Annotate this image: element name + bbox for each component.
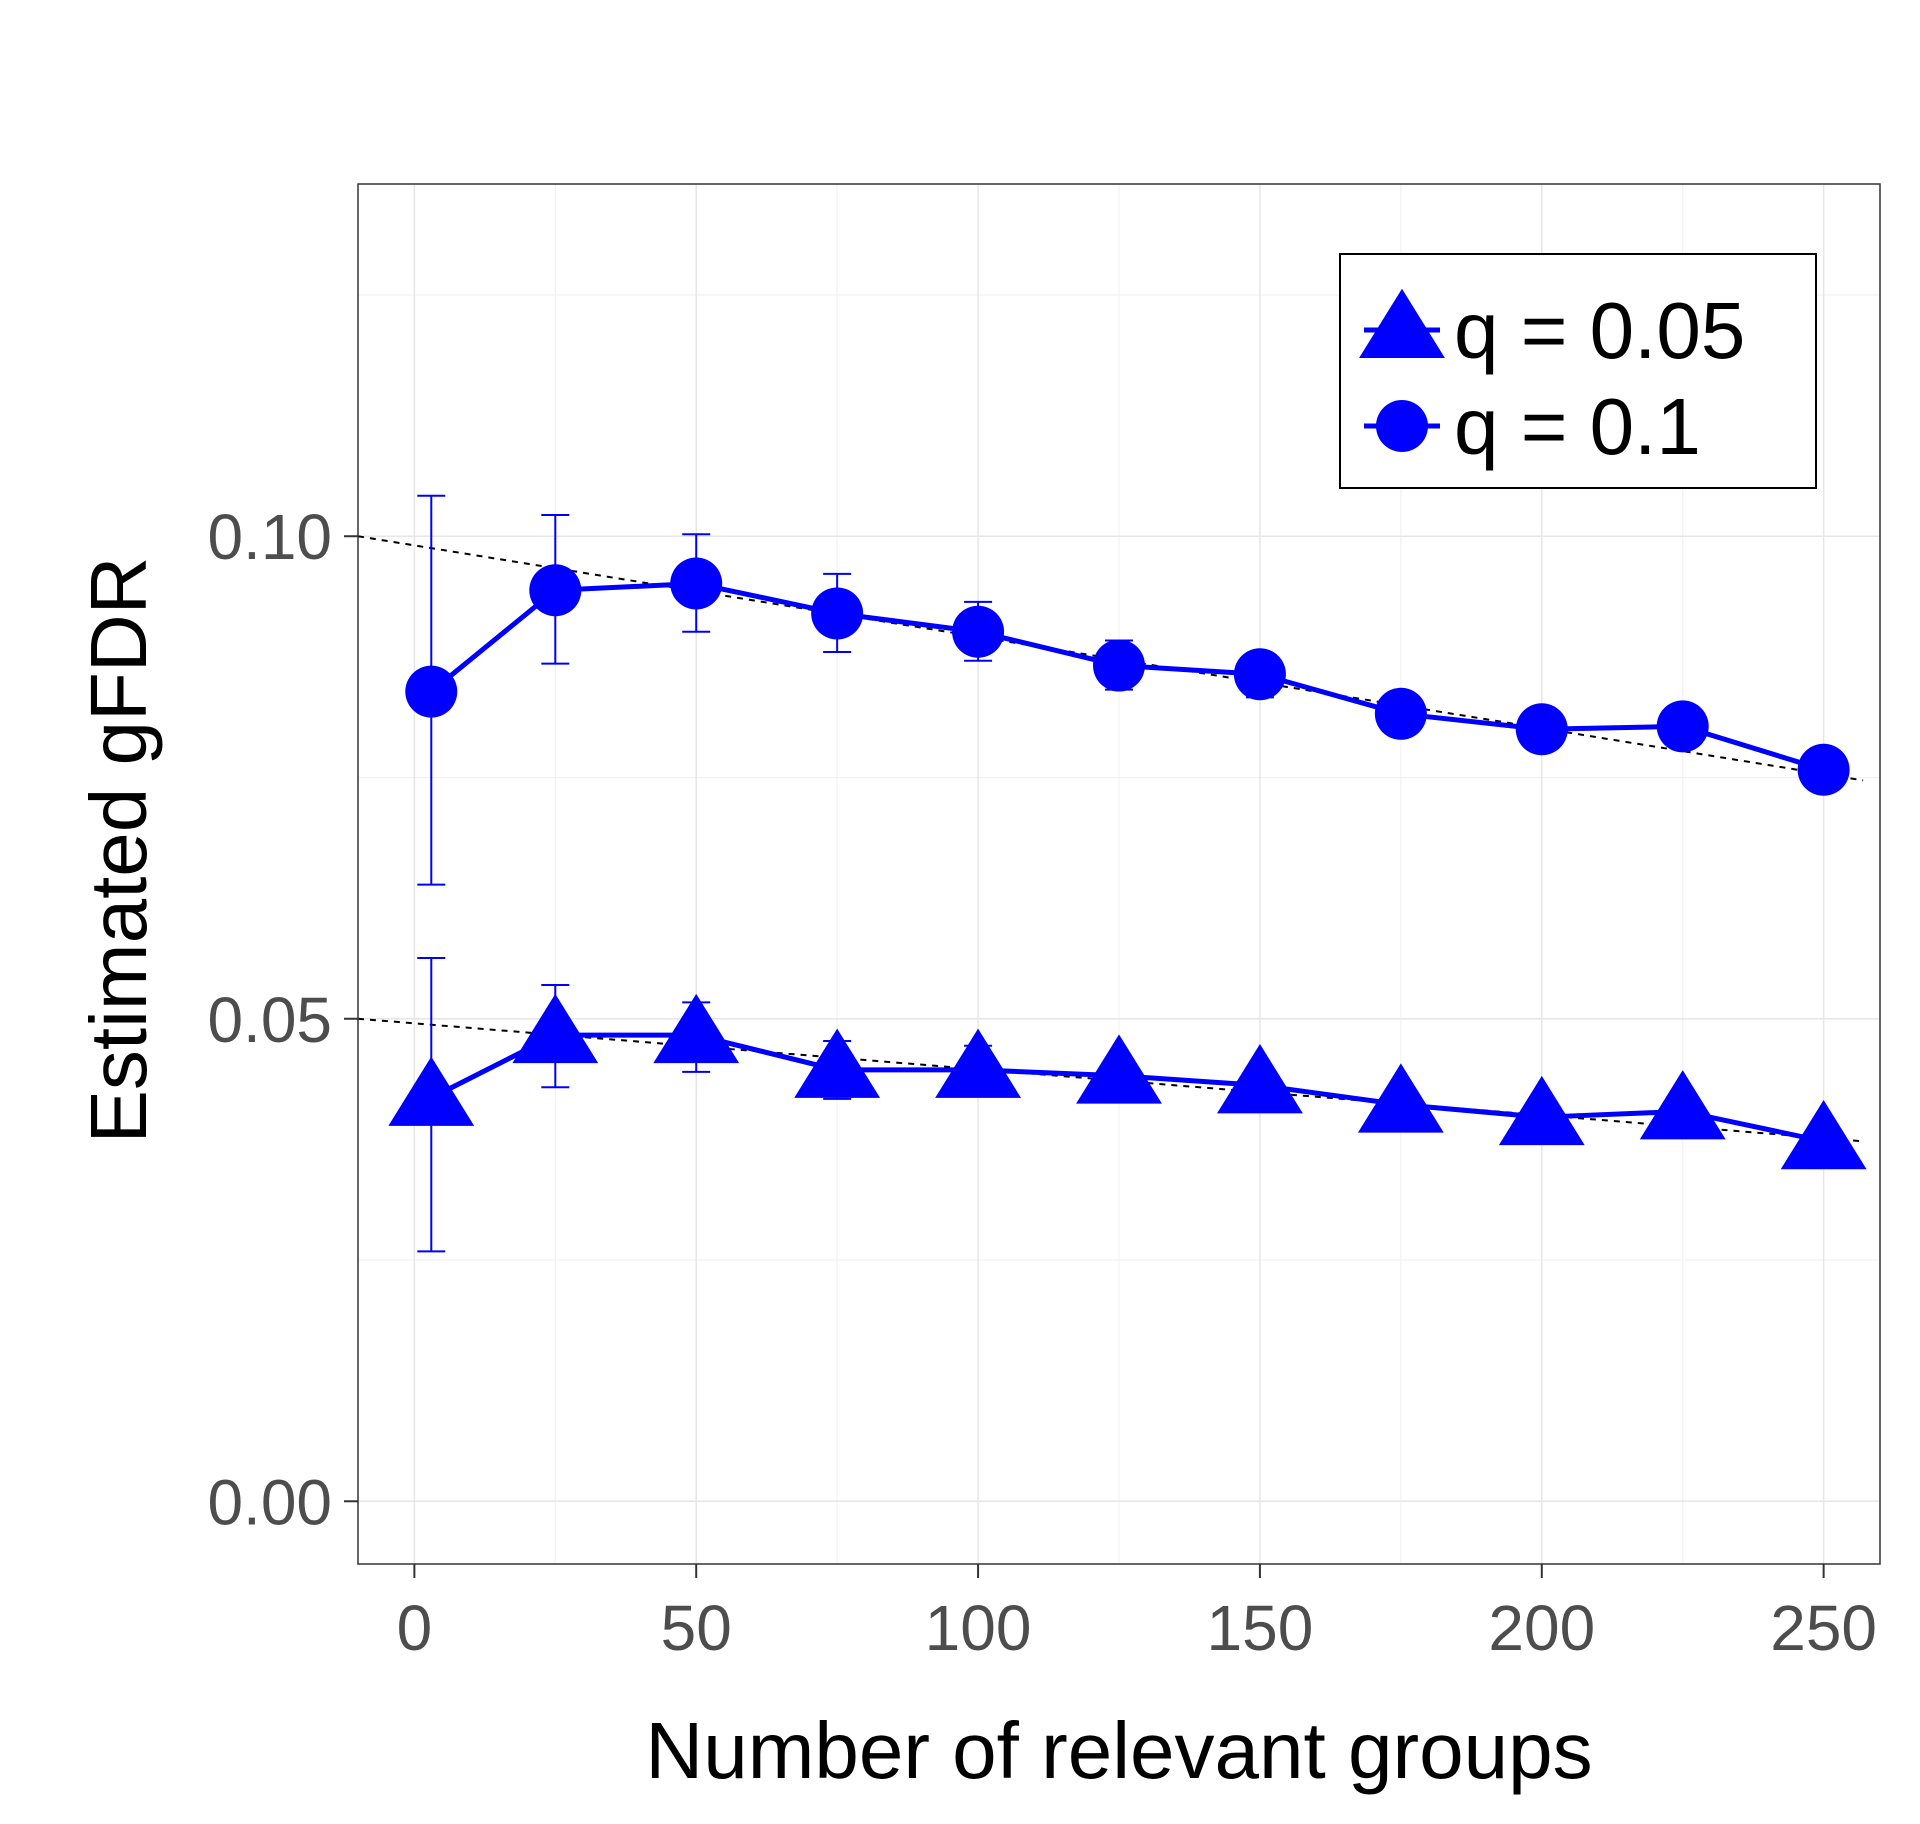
data-point	[1233, 648, 1286, 701]
y-tick-label: 0.05	[207, 984, 332, 1056]
x-tick-label: 150	[1207, 1592, 1314, 1664]
data-points	[388, 557, 1867, 1170]
reference-line	[357, 535, 1864, 782]
data-point	[1515, 703, 1568, 756]
data-point	[388, 1056, 475, 1126]
data-point	[811, 587, 864, 640]
x-tick-label: 200	[1488, 1592, 1595, 1664]
data-point	[670, 557, 723, 610]
x-axis-title: Number of relevant groups	[645, 1706, 1592, 1795]
data-point	[1093, 639, 1145, 692]
y-axis-title: Estimated gFDR	[74, 557, 163, 1144]
y-tick-label: 0.00	[207, 1466, 332, 1538]
x-tick-label: 0	[397, 1592, 433, 1664]
data-point	[952, 605, 1005, 658]
axis-ticks	[344, 535, 1825, 1578]
data-point	[935, 1028, 1021, 1098]
legend-entry: q = 0.05	[1359, 286, 1745, 375]
y-tick-label: 0.10	[207, 501, 332, 573]
data-point	[1797, 743, 1850, 796]
data-point	[1780, 1100, 1867, 1170]
data-point	[1498, 1075, 1585, 1146]
data-point	[529, 564, 582, 617]
data-point	[1374, 687, 1427, 740]
plot-panel-border	[357, 183, 1881, 1565]
data-point	[1076, 1034, 1162, 1104]
data-point	[1656, 700, 1709, 753]
data-point	[1639, 1070, 1726, 1140]
data-point	[653, 993, 740, 1064]
legend-box	[1339, 253, 1817, 489]
x-tick-label: 250	[1770, 1592, 1877, 1664]
legend: q = 0.05q = 0.1	[1339, 253, 1817, 489]
x-tick-label: 50	[661, 1592, 732, 1664]
data-point	[405, 665, 458, 718]
data-point	[794, 1028, 881, 1098]
legend-label: q = 0.05	[1454, 286, 1745, 375]
data-point	[1217, 1044, 1303, 1114]
reference-lines	[357, 535, 1864, 1143]
legend-entry: q = 0.1	[1364, 382, 1701, 471]
data-point	[512, 993, 599, 1064]
x-tick-label: 100	[925, 1592, 1032, 1664]
legend-key-marker	[1376, 400, 1428, 452]
data-point	[1357, 1063, 1444, 1133]
legend-key-marker	[1359, 288, 1445, 358]
legend-label: q = 0.1	[1454, 382, 1701, 471]
tick-labels: 0.00 0.05 0.10 0 50 100 150 200 250	[207, 501, 1877, 1664]
